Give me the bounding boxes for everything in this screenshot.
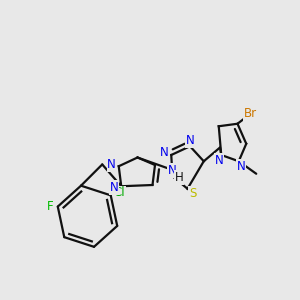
- Text: N: N: [237, 160, 246, 173]
- Text: N: N: [214, 154, 223, 167]
- Text: N: N: [160, 146, 169, 160]
- Text: N: N: [107, 158, 116, 172]
- Text: S: S: [189, 187, 196, 200]
- Text: N: N: [110, 181, 118, 194]
- Text: N: N: [186, 134, 195, 147]
- Text: F: F: [47, 200, 54, 213]
- Text: Br: Br: [244, 107, 257, 120]
- Text: H: H: [175, 171, 184, 184]
- Text: N: N: [168, 164, 177, 177]
- Text: Cl: Cl: [114, 186, 125, 199]
